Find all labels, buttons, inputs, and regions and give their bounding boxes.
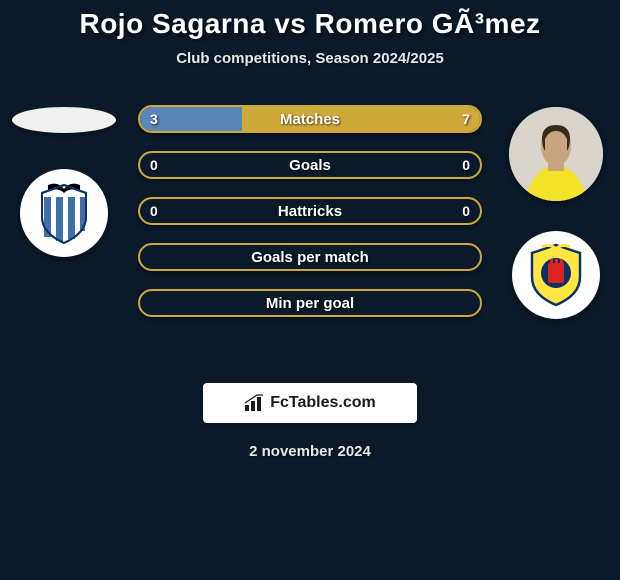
page-subtitle: Club competitions, Season 2024/2025 [0,50,620,67]
right-club-badge [512,231,600,319]
stats-area: 37Matches 00Goals 00Hattricks Goals per mat… [0,105,620,365]
right-player-photo [509,107,603,201]
stat-label: Hattricks [140,199,480,223]
right-player-column [500,107,612,319]
stat-bar: 00Hattricks [138,197,482,225]
page-title: Rojo Sagarna vs Romero GÃ³mez [0,8,620,40]
left-club-badge [20,169,108,257]
alcoyano-crest-icon [30,179,98,247]
branding-inner: FcTables.com [244,394,376,412]
stat-bar: 37Matches [138,105,482,133]
left-player-column [8,107,120,257]
villarreal-crest-icon [522,241,590,309]
player-silhouette-icon [509,107,603,201]
stat-bar: Min per goal [138,289,482,317]
stat-label: Min per goal [140,291,480,315]
infographic-container: Rojo Sagarna vs Romero GÃ³mez Club compe… [0,0,620,460]
stat-bar: 00Goals [138,151,482,179]
branding-text: FcTables.com [270,394,376,412]
stat-label: Goals [140,153,480,177]
stat-bar: Goals per match [138,243,482,271]
generation-date: 2 november 2024 [0,443,620,460]
left-player-photo-placeholder [12,107,116,133]
bars-icon [244,394,266,412]
stat-label: Goals per match [140,245,480,269]
stat-label: Matches [140,107,480,131]
branding-box: FcTables.com [203,383,417,423]
stat-bars: 37Matches 00Goals 00Hattricks Goals per mat… [138,105,482,335]
